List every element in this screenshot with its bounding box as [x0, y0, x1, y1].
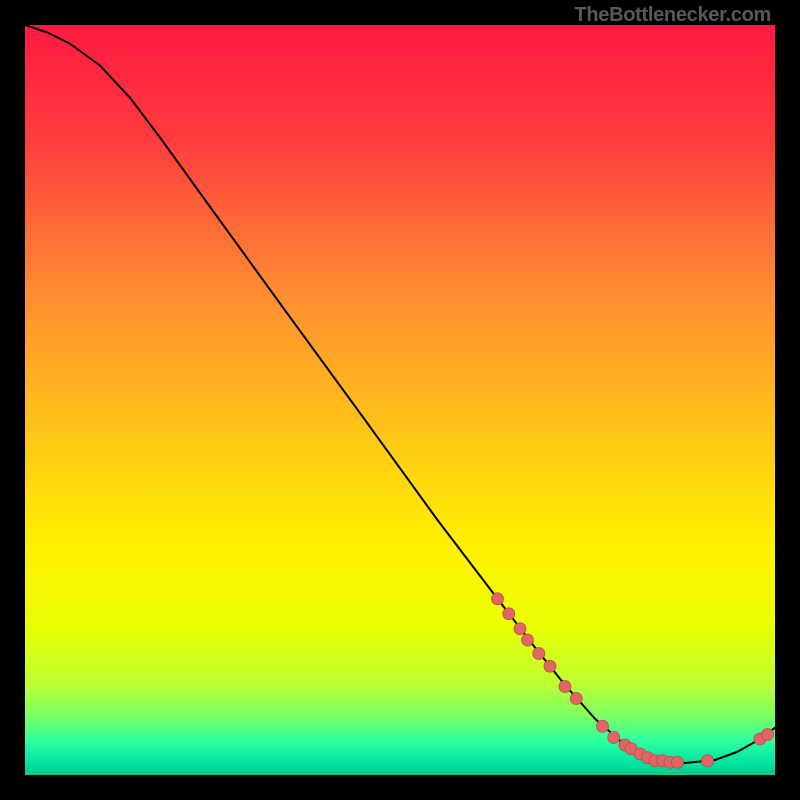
bottleneck-curve-chart: [25, 25, 775, 775]
data-marker: [672, 756, 684, 768]
data-marker: [597, 720, 609, 732]
data-marker: [702, 755, 714, 767]
data-marker: [533, 648, 545, 660]
data-marker: [544, 660, 556, 672]
data-marker: [492, 593, 504, 605]
watermark-text: TheBottlenecker.com: [574, 4, 771, 27]
data-marker: [503, 608, 515, 620]
data-marker: [570, 693, 582, 705]
data-marker: [559, 681, 571, 693]
data-marker: [762, 729, 774, 741]
data-marker: [522, 634, 534, 646]
data-marker: [608, 732, 620, 744]
chart-frame: TheBottlenecker.com: [0, 0, 800, 800]
plot-background: [25, 25, 775, 775]
data-marker: [514, 623, 526, 635]
